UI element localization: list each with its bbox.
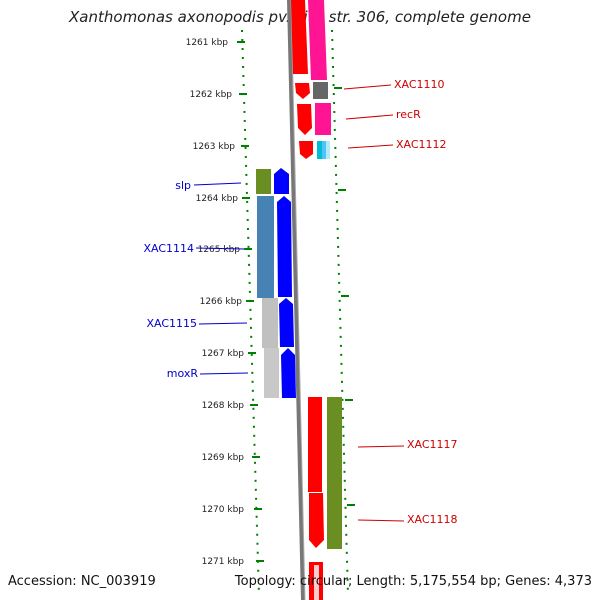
- gene-block-lower[interactable]: [308, 397, 342, 600]
- tick-label-1262: 1262 kbp: [190, 90, 233, 100]
- tick-label-1261: 1261 kbp: [186, 38, 229, 48]
- label-moxR[interactable]: moxR: [167, 367, 199, 380]
- label-XAC1117[interactable]: XAC1117: [407, 438, 458, 451]
- accession-text: Accession: NC_003919: [8, 574, 156, 589]
- left-labels: slp XAC1114 XAC1115 moxR: [143, 179, 249, 380]
- left-ruler: [241, 29, 260, 596]
- tick-marks: [237, 41, 355, 562]
- label-slp[interactable]: slp: [175, 179, 191, 192]
- tick-label-1269: 1269 kbp: [202, 453, 245, 463]
- genome-summary-text: Topology: circular; Length: 5,175,554 bp…: [234, 574, 592, 589]
- label-XAC1114[interactable]: XAC1114: [143, 242, 194, 255]
- label-XAC1112[interactable]: XAC1112: [396, 138, 447, 151]
- genome-backbone: [287, 0, 305, 600]
- label-XAC1110[interactable]: XAC1110: [394, 78, 445, 91]
- right-labels: XAC1110 recR XAC1112 XAC1117 XAC1118: [343, 78, 458, 526]
- tick-label-1271: 1271 kbp: [202, 557, 245, 567]
- label-recR[interactable]: recR: [396, 108, 421, 121]
- label-XAC1118[interactable]: XAC1118: [407, 513, 458, 526]
- tick-label-1267: 1267 kbp: [202, 349, 245, 359]
- gene-block-top[interactable]: [291, 0, 331, 159]
- tick-label-1265: 1265 kbp: [198, 245, 241, 255]
- tick-label-1270: 1270 kbp: [202, 505, 245, 515]
- gene-block-middle[interactable]: [256, 168, 296, 398]
- tick-label-1263: 1263 kbp: [193, 142, 236, 152]
- tick-label-1264: 1264 kbp: [196, 194, 239, 204]
- tick-label-1268: 1268 kbp: [202, 401, 245, 411]
- tick-label-1266: 1266 kbp: [200, 297, 243, 307]
- label-XAC1115[interactable]: XAC1115: [146, 317, 197, 330]
